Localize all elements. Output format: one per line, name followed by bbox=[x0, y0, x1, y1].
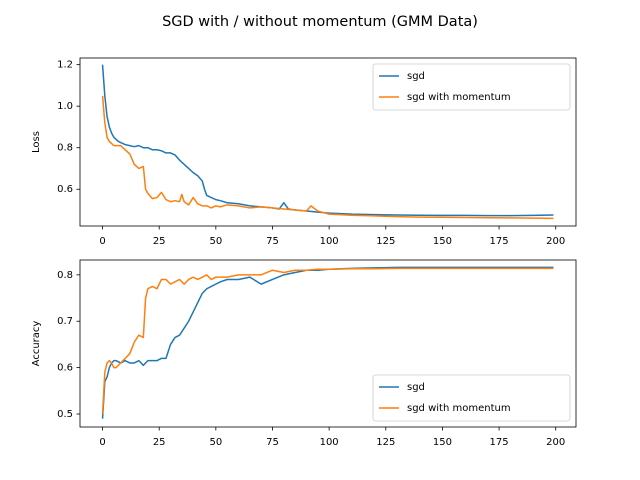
figure-title: SGD with / without momentum (GMM Data) bbox=[162, 14, 478, 30]
x-tick-label: 150 bbox=[433, 437, 452, 448]
x-tick-label: 150 bbox=[433, 236, 452, 247]
y-axis-label: Accuracy bbox=[31, 321, 42, 367]
x-tick-label: 50 bbox=[209, 236, 222, 247]
y-axis-label: Loss bbox=[31, 131, 42, 153]
x-tick-label: 75 bbox=[266, 437, 279, 448]
y-tick-label: 0.8 bbox=[57, 143, 73, 154]
x-tick-label: 175 bbox=[490, 236, 509, 247]
x-tick-label: 25 bbox=[153, 236, 166, 247]
axes-frame bbox=[79, 259, 577, 428]
legend-label-sgd-with-momentum: sgd with momentum bbox=[407, 403, 511, 414]
axes-frame bbox=[79, 57, 577, 227]
x-tick-label: 200 bbox=[546, 236, 565, 247]
y-tick-label: 0.5 bbox=[57, 409, 73, 420]
legend: sgd sgd with momentum bbox=[372, 374, 571, 422]
series-line-sgd bbox=[101, 64, 554, 217]
x-tick-label: 200 bbox=[546, 437, 565, 448]
x-tick-label: 125 bbox=[376, 236, 395, 247]
series-line-sgd-with-momentum bbox=[101, 267, 554, 415]
legend-label-sgd: sgd bbox=[407, 382, 425, 393]
legend: sgd sgd with momentum bbox=[372, 63, 571, 111]
y-tick-label: 0.7 bbox=[57, 316, 73, 327]
subplot-accuracy: 0 25 50 75 100 125 150 175 200 0.5 0.6 0.7 0.8 Accura… bbox=[31, 259, 577, 448]
y-tick-label: 0.6 bbox=[57, 363, 73, 374]
x-tick-label: 100 bbox=[320, 437, 339, 448]
legend-label-sgd-with-momentum: sgd with momentum bbox=[407, 92, 511, 103]
y-tick-label: 0.6 bbox=[57, 184, 73, 195]
legend-box bbox=[372, 63, 571, 111]
x-tick-label: 25 bbox=[153, 437, 166, 448]
x-tick-label: 175 bbox=[490, 437, 509, 448]
x-tick-label: 125 bbox=[376, 437, 395, 448]
y-tick-label: 0.8 bbox=[57, 270, 73, 281]
y-tick-label: 1.2 bbox=[57, 60, 73, 71]
series-line-sgd-with-momentum bbox=[101, 95, 554, 220]
x-tick-label: 100 bbox=[320, 236, 339, 247]
subplot-loss: 0 25 50 75 100 125 150 175 200 0.6 0.8 1.0 1.2 Loss sg… bbox=[31, 57, 577, 247]
x-tick-label: 0 bbox=[99, 437, 105, 448]
y-tick-label: 1.0 bbox=[57, 101, 73, 112]
legend-label-sgd: sgd bbox=[407, 71, 425, 82]
series-line-sgd bbox=[101, 266, 554, 419]
legend-box bbox=[372, 374, 571, 422]
x-tick-label: 75 bbox=[266, 236, 279, 247]
x-tick-label: 50 bbox=[209, 437, 222, 448]
x-tick-label: 0 bbox=[99, 236, 105, 247]
